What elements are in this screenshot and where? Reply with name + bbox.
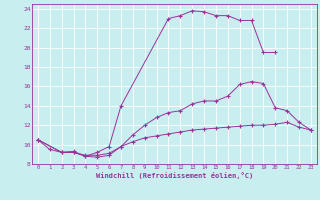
- X-axis label: Windchill (Refroidissement éolien,°C): Windchill (Refroidissement éolien,°C): [96, 172, 253, 179]
